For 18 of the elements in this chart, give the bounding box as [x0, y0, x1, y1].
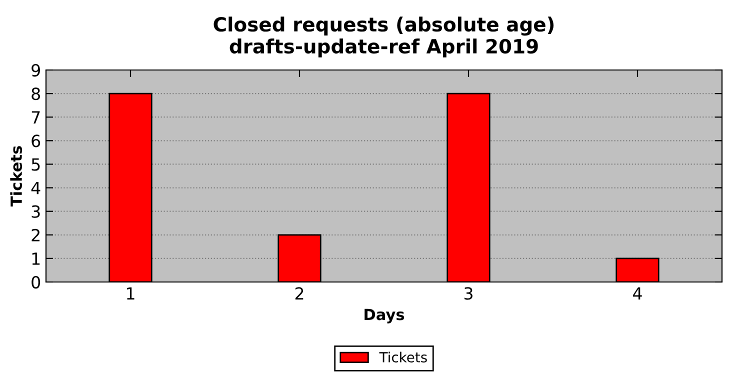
x-tick-label: 1: [127, 287, 134, 300]
x-tick-label: 3: [464, 287, 472, 300]
y-tick-label: 9: [32, 64, 40, 77]
legend-label: Tickets: [379, 352, 427, 362]
y-tick-label: 6: [32, 134, 40, 148]
y-tick-label: 2: [32, 228, 40, 242]
y-tick-label: 8: [32, 88, 40, 100]
y-tick-label: 7: [32, 111, 40, 124]
x-axis-title: Days: [364, 308, 404, 324]
y-tick-label: 5: [32, 158, 40, 171]
y-tick-label: 3: [32, 205, 40, 218]
y-tick-label: 1: [32, 252, 40, 265]
y-axis-title: Tickets: [10, 146, 22, 207]
y-tick-label: 4: [31, 182, 40, 194]
y-tick-label: 0: [32, 276, 40, 289]
x-tick-label: 4: [633, 287, 642, 300]
x-tick-label: 2: [295, 287, 304, 300]
chart-title: Closed requests (absolute age) drafts-update-ref April 2019: [214, 16, 554, 58]
